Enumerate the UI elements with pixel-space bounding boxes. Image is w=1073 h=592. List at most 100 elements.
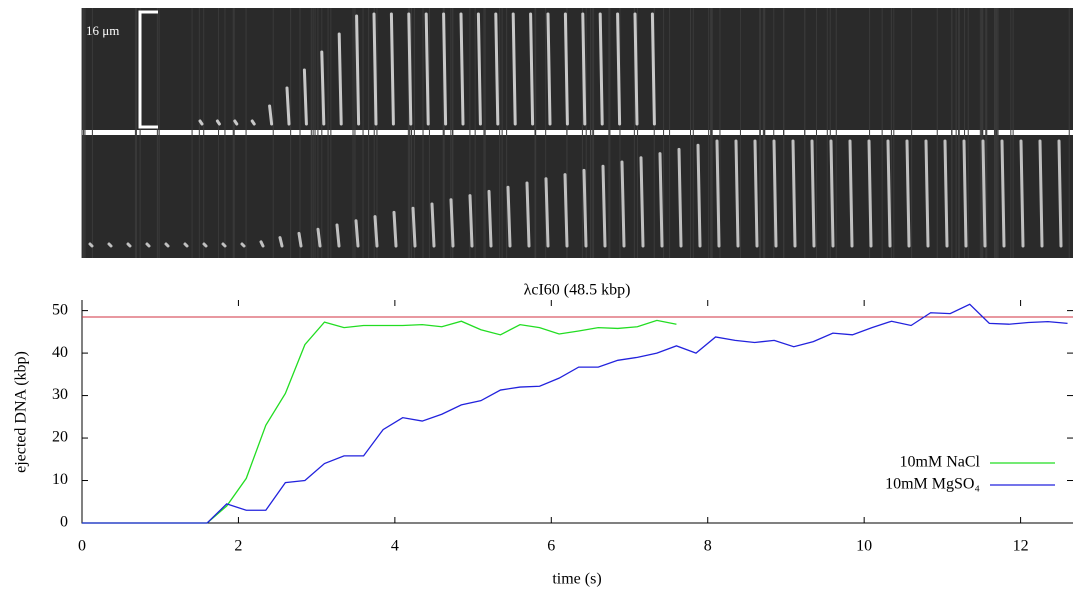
streak [487,189,493,248]
y-tick-label: 50 [52,301,68,318]
streak [616,12,622,126]
streak [335,223,341,248]
kymograph-bottom [82,135,1073,258]
streak [278,236,284,248]
streak [449,198,455,248]
scale-bar [138,10,158,129]
streak [924,139,930,248]
kymograph-images [81,8,1073,258]
y-tick-label: 10 [52,471,68,488]
streak [1019,139,1025,248]
streak [810,139,816,248]
streak [88,242,94,248]
streak [601,164,607,248]
streak [715,139,721,248]
streak [494,12,500,126]
streak [442,12,448,126]
kymograph-top [82,8,1073,130]
x-tick-label: 0 [78,538,86,555]
streak [981,139,987,248]
x-tick-label: 10 [856,538,872,555]
streak [373,215,379,248]
streak [297,231,303,248]
streak [772,139,778,248]
streak [316,227,322,248]
streak [372,12,378,126]
streak [268,104,274,126]
streak [677,147,683,248]
streak [302,68,308,126]
streak [563,173,569,248]
x-tick-label: 12 [1013,538,1029,555]
streak [259,240,265,248]
streak [943,139,949,248]
x-tick-label: 6 [547,538,555,555]
chart-title: λcI60 (48.5 kbp) [524,282,631,299]
streak [424,12,430,126]
streak [320,50,326,126]
streak [867,139,873,248]
streak [126,242,132,248]
streak [1038,139,1044,248]
streak [753,139,759,248]
streak [650,12,656,126]
streak [582,168,588,248]
y-tick-label: 0 [60,514,68,531]
streak [389,12,395,126]
streak [696,143,702,248]
streak [221,242,227,248]
streak [525,181,531,248]
streak [829,139,835,248]
streak [354,219,360,248]
legend-label: 10mM MgSO₄ [885,476,980,493]
streak [639,156,645,248]
streak [407,12,413,126]
streak [511,12,517,126]
streak [598,12,604,126]
streak [905,139,911,248]
scale-bar-label: 16 μm [86,23,119,38]
streak [198,119,204,126]
streak [411,206,417,248]
streak [546,12,552,126]
streak [430,202,436,248]
y-tick-label: 40 [52,344,68,361]
x-axis-label: time (s) [552,571,601,588]
streak [581,12,587,126]
streak [962,139,968,248]
streak [233,119,239,126]
streak [183,242,189,248]
y-tick-label: 30 [52,386,68,403]
streak [468,194,474,248]
streak [202,242,208,248]
x-tick-label: 8 [704,538,712,555]
streak [506,185,512,248]
streak [337,32,343,126]
streak [1000,139,1006,248]
streak [250,119,256,126]
x-tick-label: 2 [234,538,242,555]
streak [658,152,664,248]
y-tick-label: 20 [52,429,68,446]
y-axis-label: ejected DNA (kbp) [13,351,30,473]
streak [563,12,569,126]
streak [544,177,550,248]
series-line [82,303,1068,524]
streak [1057,139,1063,248]
streak [355,14,361,126]
streak [476,12,482,126]
streak [285,86,291,126]
streak [392,210,398,248]
streak [240,242,246,248]
streak [848,139,854,248]
series-line [82,319,677,524]
streak [791,139,797,248]
streak [164,242,170,248]
streak [215,119,221,126]
streak [620,160,626,248]
streak [886,139,892,248]
streak [107,242,113,248]
streak [145,242,151,248]
x-tick-label: 4 [391,538,399,555]
